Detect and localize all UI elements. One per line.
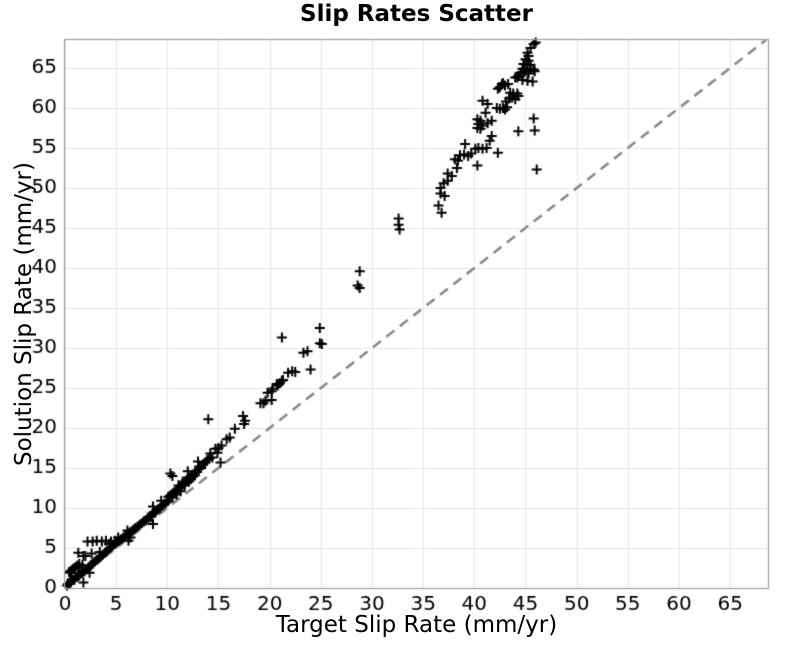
y-axis-label: Solution Slip Rate (mm/yr) bbox=[11, 162, 37, 466]
x-axis-label: Target Slip Rate (mm/yr) bbox=[275, 612, 558, 638]
chart-title: Slip Rates Scatter bbox=[300, 1, 533, 27]
